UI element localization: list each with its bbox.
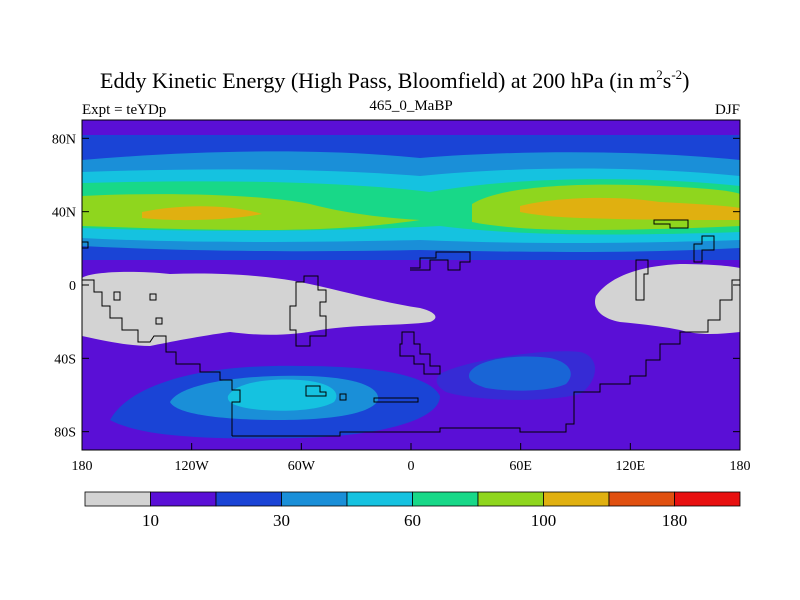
chart-title-text: Eddy Kinetic Energy (High Pass, Bloomfie… xyxy=(100,68,656,93)
coast-isle-2 xyxy=(113,291,121,301)
coast-sh-island-2 xyxy=(305,385,327,397)
x-axis-ticks: 180 120W 60W 0 60E 120E 180 xyxy=(72,443,751,474)
field-grey-tropics-east xyxy=(595,264,740,334)
x-tick-label: 0 xyxy=(408,459,415,474)
subtitle-center: 465_0_MaBP xyxy=(369,98,452,114)
x-tick-label: 180 xyxy=(730,459,751,474)
coast-madagascar xyxy=(399,331,441,375)
colorbar-swatch xyxy=(674,491,741,507)
coast-sh-island-3 xyxy=(339,393,347,401)
colorbar-swatch xyxy=(543,491,610,507)
colorbar-swatch xyxy=(477,491,544,507)
y-tick-label: 80N xyxy=(52,132,76,147)
y-tick-label: 0 xyxy=(69,279,76,294)
title-unit-close: ) xyxy=(682,68,689,93)
colorbar: 10 30 60 100 180 xyxy=(84,491,741,530)
coast-japan xyxy=(653,219,689,229)
y-axis-ticks: 80N 40N 0 40S 80S xyxy=(52,132,740,441)
x-tick-label: 120E xyxy=(616,459,646,474)
x-tick-label: 60W xyxy=(288,459,316,474)
title-unit-mid: s xyxy=(663,68,672,93)
colorbar-swatch xyxy=(608,491,675,507)
title-unit-exp2: -2 xyxy=(671,67,682,82)
coast-se-asia-1 xyxy=(635,259,649,301)
coast-americas xyxy=(82,279,241,436)
colorbar-label: 180 xyxy=(662,511,688,530)
coastlines xyxy=(82,219,740,437)
coast-sh-island-1 xyxy=(373,397,419,403)
y-tick-label: 80S xyxy=(54,426,76,441)
colorbar-label: 100 xyxy=(531,511,557,530)
subtitle-right: DJF xyxy=(715,102,740,118)
colorbar-label: 30 xyxy=(273,511,290,530)
coast-africa-west xyxy=(289,275,327,347)
coast-isle-1 xyxy=(149,293,157,301)
field-core-nh-atl xyxy=(142,206,262,221)
colorbar-swatch xyxy=(150,491,217,507)
coast-mediterranean xyxy=(410,251,471,271)
x-tick-label: 180 xyxy=(72,459,93,474)
colorbar-label: 10 xyxy=(142,511,159,530)
chart-title: Eddy Kinetic Energy (High Pass, Bloomfie… xyxy=(100,67,689,93)
colorbar-swatch xyxy=(412,491,479,507)
x-tick-label: 60E xyxy=(509,459,532,474)
coast-nw xyxy=(82,241,89,249)
title-unit-exp1: 2 xyxy=(656,67,663,82)
field-core-nh-pac xyxy=(520,197,740,220)
coast-isle-3 xyxy=(155,317,163,325)
x-tick-label: 120W xyxy=(175,459,210,474)
field-sh-east-30 xyxy=(436,351,595,400)
subtitle-left: Expt = teYDp xyxy=(82,102,166,118)
field-sh-60 xyxy=(227,379,337,411)
colorbar-swatch xyxy=(215,491,282,507)
colorbar-swatch xyxy=(281,491,348,507)
y-tick-label: 40S xyxy=(54,352,76,367)
colorbar-label: 60 xyxy=(404,511,421,530)
field-grey-tropics-west xyxy=(82,271,436,346)
y-tick-label: 40N xyxy=(52,206,76,221)
coast-east-asia xyxy=(693,235,715,263)
coast-antarctic-australia xyxy=(232,279,740,437)
colorbar-swatch xyxy=(84,491,151,507)
colorbar-swatch xyxy=(346,491,413,507)
field-contours xyxy=(82,120,740,450)
